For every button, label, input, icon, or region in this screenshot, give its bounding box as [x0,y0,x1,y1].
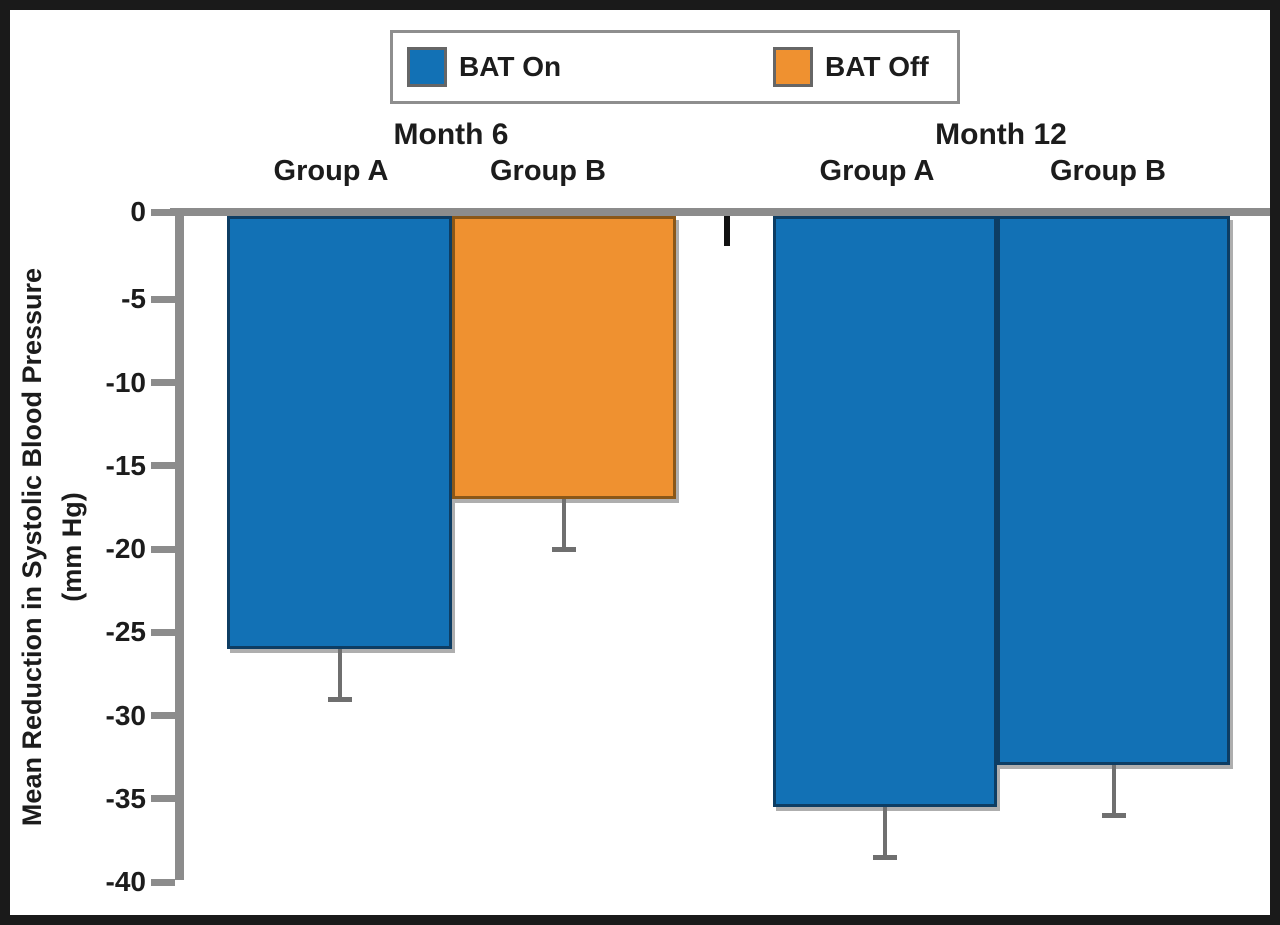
y-axis-tick [151,878,175,886]
y-axis-tick-label: 0 [130,196,146,227]
y-axis-line [175,208,184,880]
legend-label: BAT Off [825,51,929,82]
error-bar-cap [552,547,576,552]
y-axis-tick-label: -5 [121,283,146,315]
y-axis-tick-label: -10 [105,366,146,398]
legend-swatch-bat-off-icon [773,47,813,87]
y-axis-tick-label: -20 [105,533,146,564]
month-group-label: Month 12 [935,118,1067,151]
error-bar-stem [1111,765,1116,816]
x-axis-line [170,208,1270,216]
error-bar-stem [337,648,342,699]
y-axis-tick [151,295,175,303]
bar-month-12-group-a [773,216,997,808]
y-axis-tick [151,712,175,719]
error-bar-cap [327,696,352,702]
legend-swatch-bat-on-icon [407,47,447,87]
bar-month-6-group-a [227,216,452,649]
y-axis-tick [151,379,175,386]
legend-item-bat-off: BAT Off [773,33,929,101]
y-axis-tick-label: -40 [105,866,146,897]
y-axis-tick-label: -25 [105,616,146,648]
bar-month-6-group-b [452,216,676,500]
y-axis-tick [151,795,175,803]
group-separator-tick [724,216,730,246]
y-axis-tick-label: -15 [105,449,146,481]
y-axis-tick-label: -35 [105,782,146,814]
legend-item-bat-on: BAT On [407,33,561,101]
bar-label: Group B [1050,155,1166,187]
error-bar-cap [1101,813,1126,819]
bar-month-12-group-b [997,216,1230,766]
error-bar-stem [562,499,566,549]
legend: BAT On BAT Off [390,30,960,104]
y-axis-tick [151,462,175,470]
month-group-label: Month 6 [393,118,509,151]
bar-label: Group A [273,155,389,187]
bar-label: Group B [490,155,606,187]
error-bar-stem [883,807,887,857]
error-bar-cap [873,855,897,861]
y-axis-tick-label: -30 [105,699,146,731]
y-axis-tick [151,208,175,216]
bar-label: Group A [819,155,935,187]
y-axis-tick [151,545,175,553]
legend-label: BAT On [459,51,562,82]
y-axis-tick [151,628,175,636]
